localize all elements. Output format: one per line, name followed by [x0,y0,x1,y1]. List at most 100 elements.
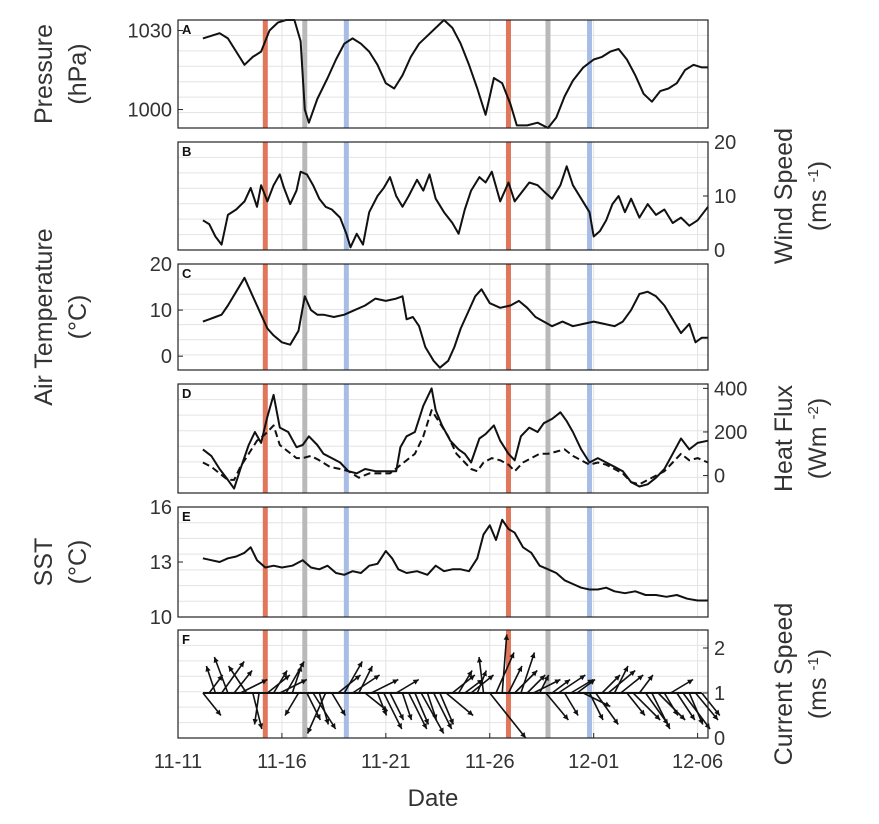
panel-e: E 16 13 10 SST (°C) [30,497,709,629]
svg-text:(ms -1): (ms -1) [804,649,832,719]
vector-arrowhead [579,675,586,681]
y-axis-label: SST (°C) [30,538,92,587]
svg-text:(°C): (°C) [64,540,92,585]
vector-arrowhead [487,675,494,681]
y-axis-label: Heat Flux (Wm -2) [770,385,832,492]
event-line-blue [343,384,349,493]
vector-arrowhead [398,714,404,720]
event-line-gray [545,20,551,128]
event-line-blue [343,142,349,250]
vector-arrowhead [381,705,388,711]
vector-arrowhead [712,714,719,720]
panel-frame [177,263,709,371]
vector-arrowhead [261,679,268,685]
vector-arrowhead [530,652,536,659]
y-tick-label: 10 [150,607,172,629]
y-tick-label: 0 [714,466,725,488]
vector-arrowhead [315,714,321,720]
current-vector [632,692,661,721]
event-line-red [262,20,268,128]
current-vector [489,692,527,739]
event-line-gray [302,384,308,493]
current-vector [318,692,330,725]
vector-arrowhead [340,709,346,716]
current-vector [501,634,508,694]
svg-text:(Wm -2): (Wm -2) [804,398,832,479]
event-line-red [262,264,268,370]
vector-arrowhead [639,709,645,716]
current-vector [227,665,248,694]
current-vector [595,692,619,725]
vector-arrowhead [562,714,569,720]
svg-text:Current Speed: Current Speed [770,603,798,766]
event-line-gray [302,142,308,250]
vector-arrowhead [215,709,221,716]
vector-arrowhead [704,723,711,729]
panel-d: D 400 200 0 Heat Flux (Wm -2) [177,378,832,494]
plot-area [178,20,708,128]
vector-arrowhead [300,679,307,685]
vector-arrowhead [614,675,620,681]
y-tick-label: 1030 [128,21,173,43]
current-vector [306,692,327,734]
vector-arrowhead [467,709,474,716]
y-tick-label: 1000 [128,100,173,122]
y-axis-label: Wind Speed (ms -1) [770,128,832,264]
event-line-gray [302,20,308,128]
event-line-blue [343,264,349,370]
plot-area [178,507,708,617]
event-line-blue [587,507,593,617]
panel-label: B [182,144,191,159]
vector-arrowhead [637,675,644,681]
current-vector [607,669,636,694]
vector-arrowhead [647,675,653,681]
current-vector [343,661,363,694]
event-line-red [505,507,511,617]
event-line-gray [545,630,551,738]
y-tick-label: 200 [714,422,747,444]
vector-arrowhead [698,718,704,725]
svg-text:(hPa): (hPa) [64,43,92,104]
vector-arrowhead [283,675,290,681]
current-vector [252,692,263,730]
vector-arrowhead [604,701,611,707]
vector-arrowhead [324,718,330,725]
vector-arrowhead [623,666,629,672]
current-vector [557,674,586,694]
vector-arrowhead [213,657,219,663]
event-line-gray [302,630,308,738]
vector-arrowhead [297,666,303,672]
svg-text:(°C): (°C) [64,295,92,340]
y-tick-label: 10 [714,186,736,208]
series-line-dashed [202,409,709,486]
x-tick-label: 11-21 [361,751,411,773]
vector-arrowhead [367,666,373,672]
current-vector [676,692,696,721]
vector-arrowhead [432,714,438,720]
y-tick-label: 20 [714,132,736,154]
vector-arrowhead [467,670,473,677]
vector-arrowhead [598,714,604,720]
current-vector [651,692,671,730]
y-tick-label: 10 [150,300,172,322]
vector-arrowhead [539,675,546,681]
vector-arrowhead [205,666,211,672]
panel-frame [177,19,709,129]
current-vector [439,692,455,725]
y-tick-label: 400 [714,378,747,400]
y-tick-label: 16 [150,497,172,519]
vector-arrowhead [543,675,549,681]
series-line-solid [202,276,708,369]
event-line-gray [302,264,308,370]
current-vector [213,656,229,694]
event-line-blue [587,264,593,370]
event-line-red [262,507,268,617]
x-tick-label: 11-11 [154,751,202,773]
current-vector [694,692,719,721]
current-vector [478,656,485,694]
current-vector [495,652,515,694]
vector-arrowhead [503,634,510,641]
vector-arrowhead [517,666,523,672]
series-line-solid [202,165,709,249]
